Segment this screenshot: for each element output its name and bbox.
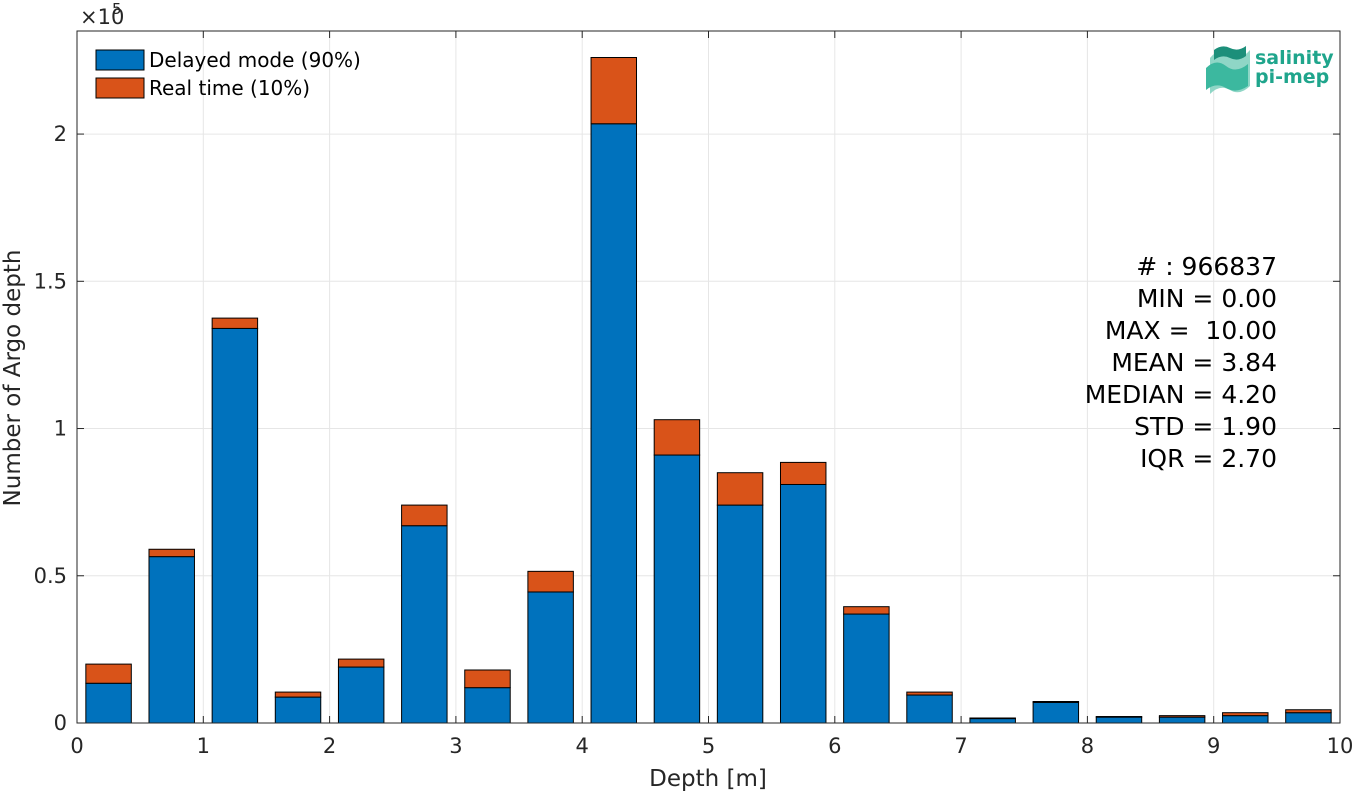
- bar-delayed-mode: [1095, 716, 1143, 724]
- bar-real-time: [85, 663, 132, 684]
- bar-real-time: [211, 317, 259, 329]
- bar-real-time: [401, 504, 448, 527]
- grid: [76, 31, 1341, 724]
- bar-delayed-mode: [337, 666, 385, 724]
- x-ticks: 0 1 2 3 4 5 6 7 8 9 10: [70, 31, 1353, 758]
- bar-real-time: [906, 691, 953, 696]
- y-exponent-base: ×10: [80, 5, 124, 29]
- legend-label-delayed: Delayed mode (90%): [149, 48, 361, 72]
- bar-delayed-mode: [1285, 712, 1332, 724]
- bar-real-time: [148, 548, 195, 558]
- waves-icon: [1206, 46, 1250, 94]
- x-tick-label: 3: [449, 734, 462, 758]
- bar-delayed-mode: [1032, 701, 1080, 724]
- bar-delayed-mode: [274, 696, 322, 724]
- legend-swatch-realtime: [95, 77, 145, 99]
- bar-real-time: [969, 717, 1016, 720]
- legend: Delayed mode (90%) Real time (10%): [95, 48, 361, 100]
- x-tick-label: 0: [70, 734, 83, 758]
- bar-real-time: [1095, 716, 1143, 718]
- bar-delayed-mode: [1222, 715, 1269, 724]
- bar-delayed-mode: [906, 694, 953, 724]
- bar-real-time: [1285, 709, 1332, 714]
- bar-real-time: [464, 669, 511, 689]
- bar-delayed-mode: [85, 682, 132, 724]
- bar-real-time: [779, 461, 827, 485]
- x-tick-label: 6: [828, 734, 841, 758]
- bar-real-time: [716, 472, 764, 506]
- y-axis-label: Number of Argo depth: [0, 250, 26, 507]
- bar-delayed-mode: [590, 123, 638, 724]
- x-tick-label: 7: [954, 734, 967, 758]
- legend-swatch-delayed: [95, 49, 145, 71]
- y-tick-label: 1: [54, 417, 67, 441]
- x-tick-label: 9: [1207, 734, 1220, 758]
- x-tick-label: 1: [197, 734, 210, 758]
- bar-delayed-mode: [211, 327, 259, 724]
- legend-label-realtime: Real time (10%): [149, 76, 310, 100]
- x-tick-label: 5: [702, 734, 715, 758]
- x-tick-label: 4: [576, 734, 589, 758]
- stats-mean: MEAN = 3.84: [1111, 348, 1277, 377]
- bar-delayed-mode: [969, 718, 1016, 724]
- bar-real-time: [337, 658, 385, 668]
- stats-std: STD = 1.90: [1134, 412, 1277, 441]
- bar-real-time: [843, 606, 890, 615]
- y-tick-label: 0.5: [34, 564, 67, 588]
- stats-box: # : 966837 MIN = 0.00 MAX = 10.00 MEAN =…: [1085, 252, 1277, 473]
- stats-median: MEDIAN = 4.20: [1085, 380, 1277, 409]
- bar-real-time: [653, 419, 701, 456]
- x-tick-label: 8: [1081, 734, 1094, 758]
- bar-delayed-mode: [464, 687, 511, 724]
- stats-min: MIN = 0.00: [1137, 284, 1277, 313]
- y-exponent-power: 5: [112, 0, 122, 18]
- y-tick-label: 0: [54, 711, 67, 735]
- stats-max: MAX = 10.00: [1105, 316, 1277, 345]
- logo-line1: salinity: [1255, 47, 1334, 69]
- bar-delayed-mode: [1158, 716, 1206, 724]
- x-tick-label: 10: [1327, 734, 1354, 758]
- y-tick-label: 1.5: [34, 269, 67, 293]
- bar-delayed-mode: [653, 454, 701, 724]
- x-tick-label: 2: [323, 734, 336, 758]
- stats-count: # : 966837: [1136, 252, 1277, 281]
- bar-delayed-mode: [716, 504, 764, 724]
- x-axis-label: Depth [m]: [649, 766, 767, 792]
- bar-delayed-mode: [401, 525, 448, 724]
- stats-iqr: IQR = 2.70: [1140, 444, 1277, 473]
- bar-delayed-mode: [779, 483, 827, 724]
- bar-real-time: [527, 570, 574, 593]
- bar-real-time: [1222, 712, 1269, 717]
- bar-real-time: [590, 57, 638, 125]
- y-tick-label: 2: [54, 122, 67, 146]
- bar-real-time: [1158, 715, 1206, 718]
- bar-delayed-mode: [843, 613, 890, 724]
- y-ticks: 0 0.5 1 1.5 2: [34, 122, 1340, 735]
- bar-delayed-mode: [527, 591, 574, 724]
- bar-real-time: [1032, 701, 1080, 703]
- bar-real-time: [274, 691, 322, 698]
- logo-line2: pi-mep: [1255, 66, 1329, 88]
- salinity-pimep-logo: salinity pi-mep: [1206, 46, 1334, 94]
- bars: [85, 57, 1332, 724]
- bar-delayed-mode: [148, 556, 195, 724]
